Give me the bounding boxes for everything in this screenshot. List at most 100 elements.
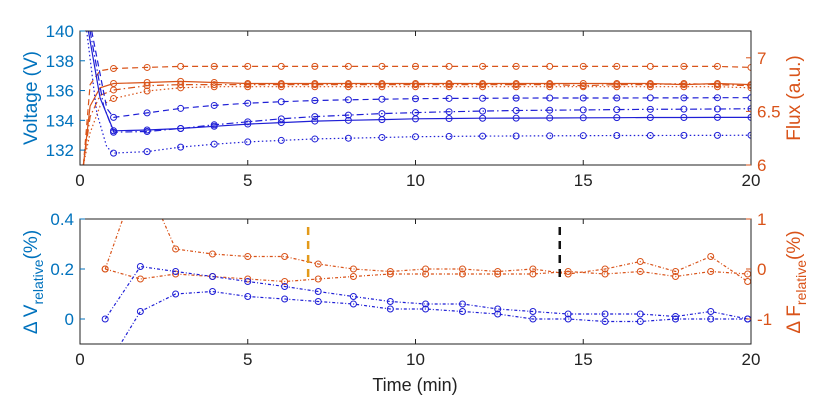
marker-dF-1 <box>172 245 180 253</box>
bottom-ytick-right-label: 0 <box>757 260 766 279</box>
series-V-solid <box>87 31 751 132</box>
marker-dF-1 <box>744 278 751 285</box>
marker-F-dashdot <box>378 81 386 89</box>
marker-F-dashed <box>479 62 487 70</box>
marker-dV-1 <box>101 315 109 323</box>
marker-F-dotted <box>110 95 118 103</box>
bottom-ylabel-right-sub: relative <box>793 260 809 305</box>
bottom-ylabel-right-unit: (%) <box>784 230 805 260</box>
series-dV-1 <box>104 265 748 320</box>
marker-dV-2 <box>636 318 644 325</box>
marker-dV-1 <box>386 298 394 305</box>
top-ylabel-left: Voltage (V) <box>21 51 42 145</box>
bottom-axes-box <box>79 218 752 345</box>
marker-dF-1 <box>349 265 357 273</box>
marker-V-dotted <box>713 131 721 139</box>
marker-dV-2 <box>422 305 430 313</box>
top-ylabel-right: Flux (a.u.) <box>784 55 805 141</box>
marker-dF-2 <box>529 270 537 278</box>
marker-dV-2 <box>314 298 322 305</box>
marker-V-dashdot <box>479 107 487 115</box>
marker-dV-1 <box>136 263 144 270</box>
marker-F-solid <box>579 80 587 88</box>
marker-dV-2 <box>349 300 357 308</box>
marker-V-solid <box>680 114 688 122</box>
marker-dV-1 <box>636 310 644 318</box>
top-xtick-label: 5 <box>243 171 252 190</box>
marker-F-dashed <box>412 62 419 70</box>
marker-V-dotted <box>344 134 352 142</box>
marker-F-dashdot <box>244 81 252 89</box>
marker-V-dashdot <box>646 105 654 113</box>
marker-V-dashed <box>412 95 419 103</box>
series-dV-2 <box>119 290 748 344</box>
marker-F-dashdot <box>713 81 721 89</box>
marker-dV-1 <box>314 288 322 295</box>
marker-dF-1 <box>281 253 289 260</box>
marker-F-dashdot <box>613 81 621 89</box>
marker-V-dashed <box>277 98 285 106</box>
marker-F-dashdot <box>747 82 751 90</box>
top-ytick-left-label: 140 <box>46 22 74 41</box>
marker-F-dotted <box>143 87 151 95</box>
marker-V-dashed <box>143 109 151 117</box>
marker-dF-1 <box>707 253 715 260</box>
marker-V-dashed <box>177 104 185 112</box>
marker-dV-2 <box>564 315 572 323</box>
marker-V-dashed <box>512 94 520 102</box>
marker-F-dashdot <box>344 81 352 89</box>
marker-V-dashdot <box>143 128 151 135</box>
marker-V-solid <box>646 114 654 122</box>
marker-dF-2 <box>564 268 572 275</box>
marker-F-dashdot <box>512 81 520 89</box>
bottom-ylabel-left: Δ Vrelative(%) <box>21 230 46 334</box>
marker-V-dashdot <box>311 113 319 121</box>
marker-V-dashed <box>680 94 688 102</box>
marker-dV-1 <box>458 300 466 308</box>
marker-F-dashdot <box>445 81 453 89</box>
top-chart: 0 5 10 15 20 132 134 136 138 140 6 6.5 7 Voltage (V)… <box>21 22 805 190</box>
marker-F-dashed <box>646 62 654 70</box>
marker-dV-1 <box>281 283 289 290</box>
marker-F-dotted <box>713 83 721 91</box>
marker-V-dashdot <box>210 121 218 129</box>
marker-dV-2 <box>529 315 537 323</box>
bottom-xtick-label: 0 <box>75 350 84 369</box>
marker-F-dotted <box>479 83 487 91</box>
marker-V-dotted <box>747 131 751 139</box>
marker-F-dashed <box>143 63 151 71</box>
marker-dV-1 <box>707 308 715 315</box>
marker-F-dashed <box>579 62 587 70</box>
marker-F-dotted <box>747 84 751 92</box>
marker-V-dashdot <box>613 106 621 114</box>
marker-dF-2 <box>101 265 109 273</box>
series-V-dotted <box>86 31 751 154</box>
marker-V-dashed <box>713 94 721 102</box>
marker-V-solid <box>244 120 252 128</box>
marker-dV-2 <box>102 366 108 372</box>
top-xtick-label: 0 <box>75 171 84 190</box>
marker-F-dotted <box>412 83 419 91</box>
marker-F-dashdot <box>546 81 554 89</box>
bottom-xlabel: Time (min) <box>372 375 457 395</box>
marker-dF-2 <box>422 270 430 278</box>
marker-dV-2 <box>601 318 609 325</box>
marker-V-solid <box>445 115 453 123</box>
marker-V-dashdot <box>177 125 185 133</box>
marker-F-dotted <box>378 83 386 91</box>
marker-V-solid <box>512 114 520 122</box>
marker-V-dashed <box>344 96 352 104</box>
marker-F-dashed <box>344 62 352 70</box>
marker-F-dashdot <box>110 86 118 94</box>
marker-dF-2 <box>636 268 644 275</box>
bottom-ytick-left-label: 0.2 <box>50 260 74 279</box>
marker-V-dashdot <box>344 111 352 119</box>
marker-F-solid <box>210 78 218 86</box>
marker-dF-2 <box>314 275 322 283</box>
marker-dV-1 <box>529 308 537 315</box>
marker-F-dashdot <box>646 81 654 89</box>
marker-F-dotted <box>344 83 352 91</box>
marker-F-dashed <box>445 62 453 70</box>
bottom-series-group <box>101 219 751 372</box>
marker-V-dotted <box>445 132 453 140</box>
